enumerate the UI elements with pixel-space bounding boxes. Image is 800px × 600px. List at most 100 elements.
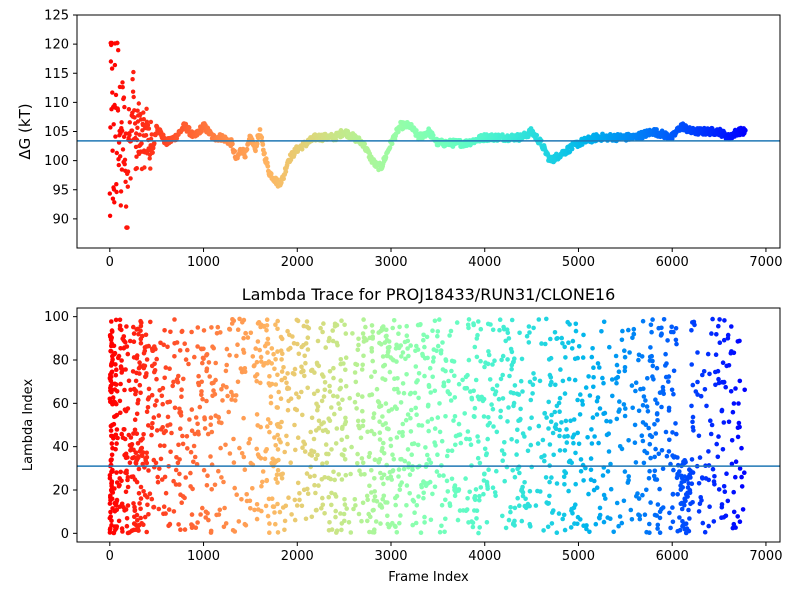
lambda-point [406,461,412,466]
lambda-point [294,391,299,397]
lambda-point [716,376,721,382]
lambda-point [735,514,740,519]
lambda-point [432,318,438,324]
lambda-point [264,323,270,328]
lambda-point [631,326,637,332]
delta-g-point [116,162,122,168]
lambda-point [248,506,253,511]
lambda-point [313,508,319,513]
delta-g-point [122,157,128,162]
delta-g-point [186,125,192,131]
lambda-point [478,485,484,490]
lambda-point [580,402,585,407]
lambda-point [118,364,124,369]
lambda-point [367,450,373,456]
lambda-point [193,415,199,420]
lambda-point [352,497,358,502]
lambda-point [385,476,390,481]
delta-g-point [232,148,238,154]
lambda-point [144,450,149,456]
lambda-point [405,338,411,344]
lambda-point [139,453,145,459]
lambda-point [264,328,269,333]
lambda-point [453,486,458,491]
delta-g-point [262,150,267,156]
lambda-point [435,333,440,339]
lambda-point [716,434,721,439]
lambda-point [273,521,278,527]
lambda-point [331,469,336,475]
lambda-point [695,350,700,355]
lambda-point [508,505,513,510]
lambda-point [393,524,398,529]
delta-g-point [257,127,263,132]
lambda-point [699,498,704,503]
lambda-point [540,437,546,443]
lambda-point [113,317,119,323]
lambda-point [295,480,301,486]
lambda-point [174,340,180,345]
lambda-point [569,346,575,351]
lambda-point [196,373,201,379]
lambda-point [503,525,509,531]
lambda-point [490,386,496,392]
lambda-point [484,520,490,525]
lambda-point [526,324,532,329]
lambda-point [443,497,448,503]
lambda-point [246,440,251,446]
lambda-point [131,386,137,392]
lambda-point [144,529,149,535]
lambda-point [269,346,275,351]
lambda-point [724,471,729,477]
lambda-point [622,365,628,370]
delta-g-point [109,66,115,71]
lambda-point [128,448,133,453]
lambda-point [735,434,741,440]
lambda-point [341,511,347,517]
lambda-point [117,326,123,332]
lambda-point [177,406,182,412]
lambda-point [503,338,509,344]
lambda-point [596,440,601,446]
lambda-point [548,419,554,425]
lambda-point [265,424,270,429]
lambda-point [673,326,679,331]
lambda-point [421,479,426,484]
lambda-point [146,512,151,517]
delta-g-point [144,106,149,112]
lambda-point [367,529,372,535]
lambda-point [696,433,702,439]
lambda-point [588,456,594,461]
lambda-point [353,379,359,385]
lambda-point [435,343,441,349]
lambda-point [739,445,744,451]
lambda-point [622,469,628,474]
lambda-point [663,351,668,357]
lambda-point [385,521,391,527]
lambda-point [268,420,273,426]
lambda-point [443,357,449,362]
lambda-point [396,390,401,395]
lambda-point [730,409,736,415]
lambda-point [737,519,743,524]
lambda-point [653,397,658,403]
lambda-point [237,445,242,451]
lambda-point [361,353,366,359]
lambda-point [201,467,207,473]
lambda-point [463,476,468,481]
lambda-point [482,471,487,477]
lambda-point [331,375,336,381]
lambda-point [242,467,248,473]
lambda-point [373,519,379,524]
lambda-point [506,405,511,410]
lambda-point [575,430,580,436]
lambda-point [232,485,237,491]
lambda-point [303,516,309,522]
lambda-point [158,456,164,462]
lambda-point [278,439,283,445]
lambda-point [524,333,530,339]
lambda-point [172,317,177,322]
lambda-point [668,461,673,467]
lambda-point [149,432,154,438]
lambda-point [219,475,224,480]
